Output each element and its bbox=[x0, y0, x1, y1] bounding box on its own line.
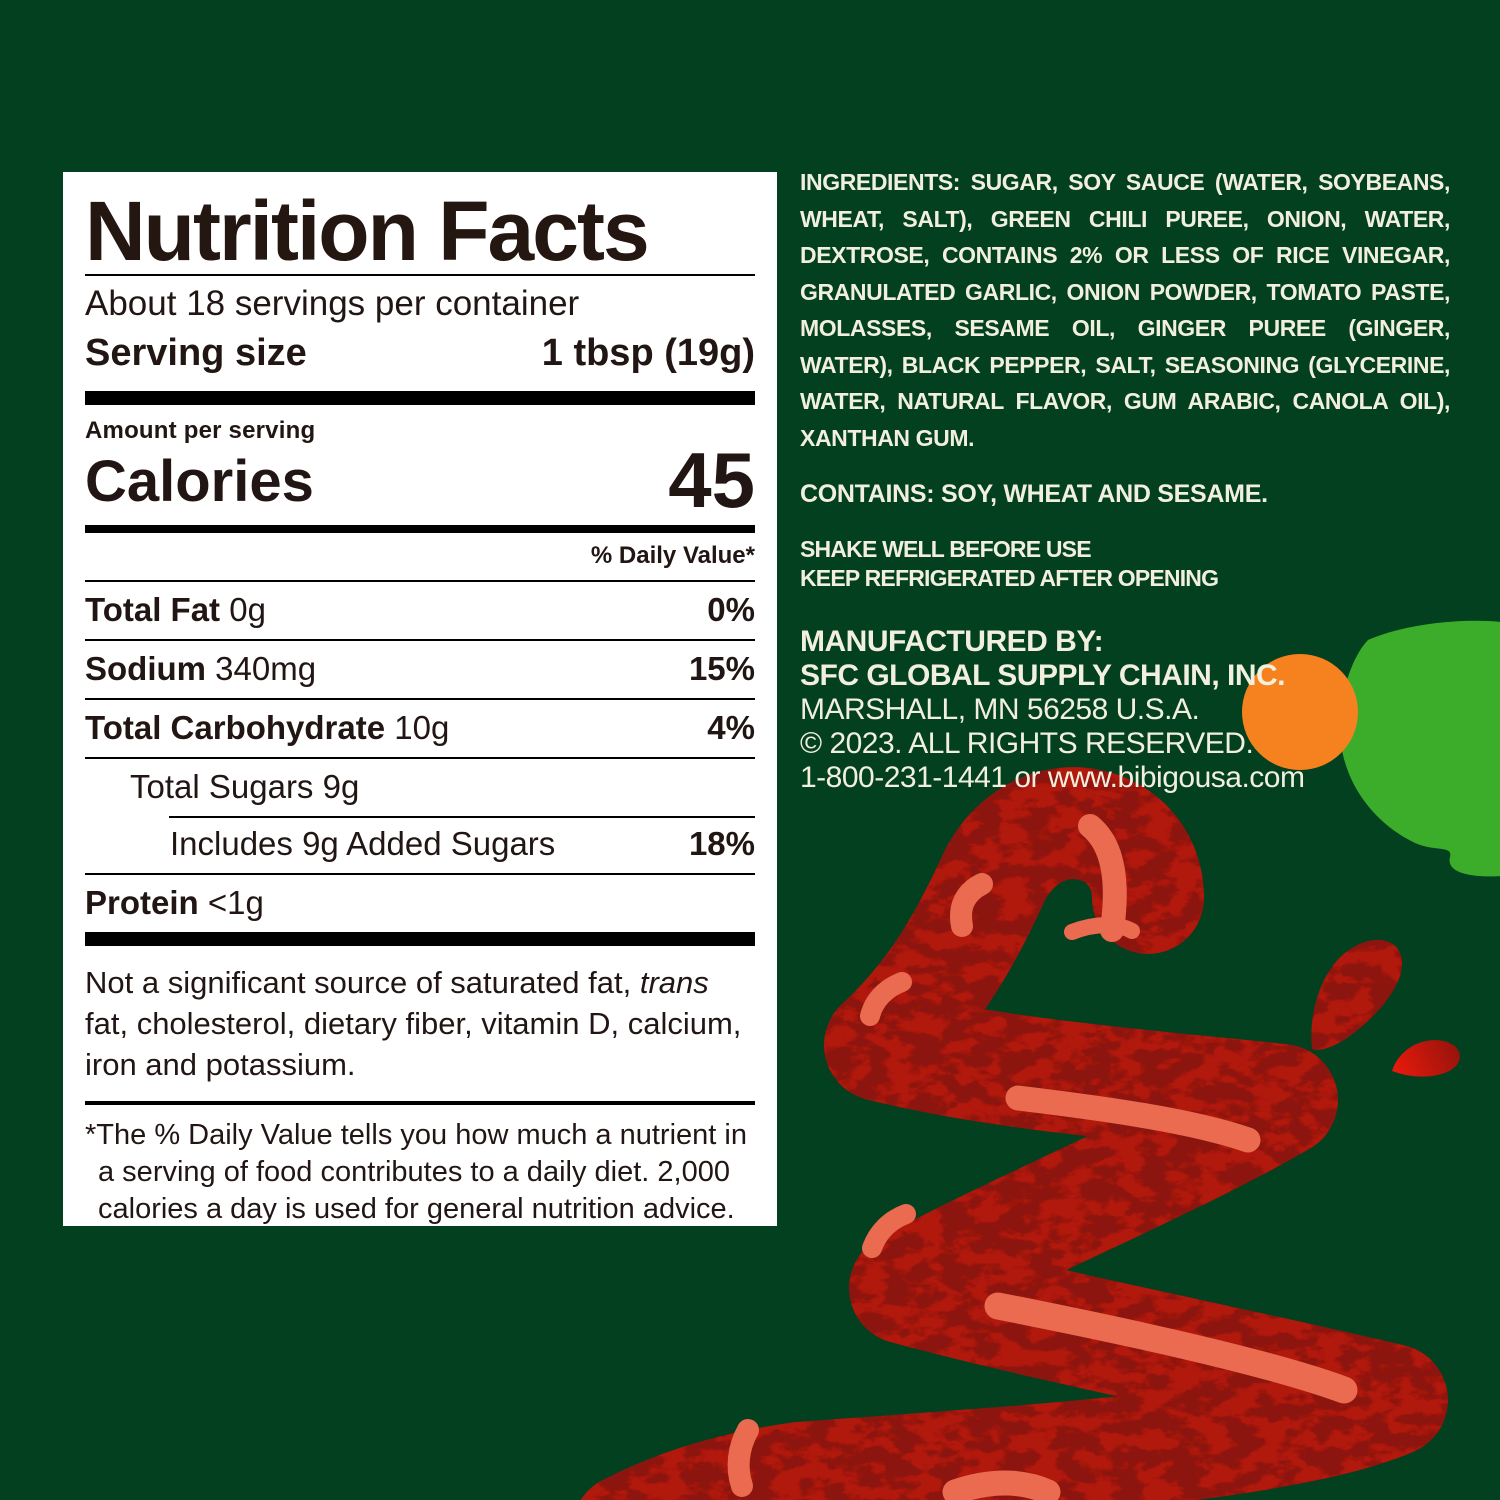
amount-per-serving: Amount per serving bbox=[85, 417, 316, 444]
company-name: SFC GLOBAL SUPPLY CHAIN, INC. bbox=[800, 659, 1286, 692]
copyright-line: © 2023. ALL RIGHTS RESERVED. bbox=[800, 727, 1254, 760]
company-address: MARSHALL, MN 56258 U.S.A. bbox=[800, 693, 1200, 726]
ingredients-paragraph: INGREDIENTS: SUGAR, SOY SAUCE (WATER, SO… bbox=[800, 164, 1450, 456]
daily-value-header: % Daily Value* bbox=[590, 542, 755, 569]
divider-thick bbox=[85, 932, 755, 946]
manufacturer-block: MANUFACTURED BY: SFC GLOBAL SUPPLY CHAIN… bbox=[800, 625, 1450, 795]
divider bbox=[85, 1101, 755, 1105]
package-copy-column: INGREDIENTS: SUGAR, SOY SAUCE (WATER, SO… bbox=[800, 164, 1450, 795]
sauce-highlights bbox=[727, 814, 1358, 1500]
nutrition-facts-label: Nutrition Facts About 18 servings per co… bbox=[63, 172, 777, 1226]
servings-per-container: About 18 servings per container bbox=[85, 284, 580, 323]
ingredients-text: SUGAR, SOY SAUCE (WATER, SOYBEANS, WHEAT… bbox=[800, 169, 1450, 451]
manufactured-by-label: MANUFACTURED BY: bbox=[800, 625, 1104, 658]
nutrition-facts-title: Nutrition Facts bbox=[85, 184, 650, 278]
contact-line: 1-800-231-1441 or www.bibigousa.com bbox=[800, 761, 1305, 794]
serving-size-row: Serving size 1 tbsp (19g) bbox=[85, 329, 755, 377]
allergen-statement: CONTAINS: SOY, WHEAT AND SESAME. bbox=[800, 480, 1268, 508]
daily-value: 4% bbox=[707, 709, 755, 746]
nutrient-row-sodium: Sodium 340mg 15% bbox=[85, 639, 755, 698]
green-chili-shape bbox=[1339, 620, 1500, 877]
calories-value: 45 bbox=[668, 436, 755, 524]
storage-instructions: SHAKE WELL BEFORE USE KEEP REFRIGERATED … bbox=[800, 535, 1450, 593]
nutrient-row-protein: Protein <1g bbox=[85, 873, 755, 932]
divider-medium bbox=[85, 525, 755, 533]
not-significant-note: Not a significant source of saturated fa… bbox=[85, 965, 742, 1082]
daily-value: 15% bbox=[688, 650, 755, 687]
serving-size-value: 1 tbsp (19g) bbox=[541, 332, 755, 374]
nutrient-row-total-carbohydrate: Total Carbohydrate 10g 4% bbox=[85, 698, 755, 757]
daily-value: 18% bbox=[688, 825, 755, 862]
nutrient-row-added-sugars: Includes 9g Added Sugars 18% bbox=[85, 816, 755, 873]
ingredients-label: INGREDIENTS: bbox=[800, 169, 961, 195]
nutrient-row-total-sugars: Total Sugars 9g bbox=[85, 757, 755, 816]
serving-size-label: Serving size bbox=[85, 332, 307, 374]
keep-refrigerated-line: KEEP REFRIGERATED AFTER OPENING bbox=[800, 565, 1219, 591]
nutrient-row-total-fat: Total Fat 0g 0% bbox=[85, 580, 755, 639]
divider-thick bbox=[85, 391, 755, 405]
shake-well-line: SHAKE WELL BEFORE USE bbox=[800, 536, 1092, 562]
orange-dot bbox=[1242, 654, 1358, 770]
sauce-drop-small bbox=[1392, 1040, 1460, 1077]
calories-label: Calories bbox=[85, 449, 314, 514]
daily-value-footnote: *The % Daily Value tells you how much a … bbox=[85, 1119, 747, 1225]
calories-row: Calories 45 bbox=[85, 436, 755, 524]
divider bbox=[85, 274, 755, 276]
daily-value: 0% bbox=[707, 591, 755, 628]
